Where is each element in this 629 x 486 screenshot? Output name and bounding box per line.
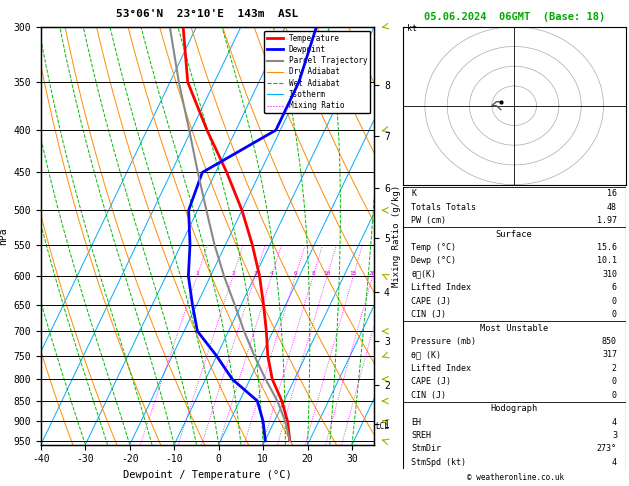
Text: 273°: 273° — [597, 444, 617, 453]
Text: © weatheronline.co.uk: © weatheronline.co.uk — [467, 473, 564, 482]
Text: Mixing Ratio (g/kg): Mixing Ratio (g/kg) — [392, 185, 401, 287]
Text: 4: 4 — [612, 417, 617, 427]
Text: Totals Totals: Totals Totals — [411, 203, 477, 212]
Text: 2: 2 — [612, 364, 617, 373]
Text: Most Unstable: Most Unstable — [480, 324, 548, 332]
Text: 850: 850 — [602, 337, 617, 346]
Text: 10: 10 — [323, 271, 331, 276]
Text: θᴇ (K): θᴇ (K) — [411, 350, 442, 359]
Text: CIN (J): CIN (J) — [411, 391, 447, 399]
Text: 0: 0 — [612, 297, 617, 306]
Text: 0: 0 — [612, 377, 617, 386]
Text: PW (cm): PW (cm) — [411, 216, 447, 225]
Legend: Temperature, Dewpoint, Parcel Trajectory, Dry Adiabat, Wet Adiabat, Isotherm, Mi: Temperature, Dewpoint, Parcel Trajectory… — [264, 31, 370, 113]
Text: CIN (J): CIN (J) — [411, 310, 447, 319]
Text: 8: 8 — [311, 271, 315, 276]
Text: 4: 4 — [612, 458, 617, 467]
Text: SREH: SREH — [411, 431, 431, 440]
Text: 20: 20 — [369, 271, 376, 276]
Text: 6: 6 — [612, 283, 617, 292]
Text: θᴇ(K): θᴇ(K) — [411, 270, 437, 279]
Text: LCL: LCL — [376, 422, 389, 431]
Y-axis label: km
ASL: km ASL — [415, 39, 433, 61]
Text: Hodograph: Hodograph — [491, 404, 538, 413]
Text: 4: 4 — [270, 271, 274, 276]
X-axis label: Dewpoint / Temperature (°C): Dewpoint / Temperature (°C) — [123, 470, 292, 480]
Text: StmSpd (kt): StmSpd (kt) — [411, 458, 467, 467]
Text: Lifted Index: Lifted Index — [411, 364, 472, 373]
Text: 310: 310 — [602, 270, 617, 279]
Text: Lifted Index: Lifted Index — [411, 283, 472, 292]
Text: 1.97: 1.97 — [597, 216, 617, 225]
Text: 05.06.2024  06GMT  (Base: 18): 05.06.2024 06GMT (Base: 18) — [423, 12, 605, 22]
Text: Dewp (°C): Dewp (°C) — [411, 257, 457, 265]
Text: 6: 6 — [294, 271, 298, 276]
Text: 48: 48 — [607, 203, 617, 212]
Text: K: K — [411, 190, 416, 198]
Text: Temp (°C): Temp (°C) — [411, 243, 457, 252]
Text: 15: 15 — [350, 271, 357, 276]
Text: 0: 0 — [612, 391, 617, 399]
Y-axis label: hPa: hPa — [0, 227, 8, 244]
Text: CAPE (J): CAPE (J) — [411, 377, 452, 386]
Text: 16: 16 — [607, 190, 617, 198]
Text: 10.1: 10.1 — [597, 257, 617, 265]
Text: 3: 3 — [253, 271, 257, 276]
Text: Surface: Surface — [496, 229, 533, 239]
Text: CAPE (J): CAPE (J) — [411, 297, 452, 306]
Text: 2: 2 — [231, 271, 235, 276]
Text: EH: EH — [411, 417, 421, 427]
Text: Pressure (mb): Pressure (mb) — [411, 337, 477, 346]
Text: kt: kt — [407, 24, 417, 33]
Text: 1: 1 — [195, 271, 199, 276]
Text: 3: 3 — [612, 431, 617, 440]
Text: 53°06'N  23°10'E  143m  ASL: 53°06'N 23°10'E 143m ASL — [116, 9, 299, 19]
Text: 0: 0 — [612, 310, 617, 319]
Text: 15.6: 15.6 — [597, 243, 617, 252]
Text: StmDir: StmDir — [411, 444, 442, 453]
Text: 317: 317 — [602, 350, 617, 359]
